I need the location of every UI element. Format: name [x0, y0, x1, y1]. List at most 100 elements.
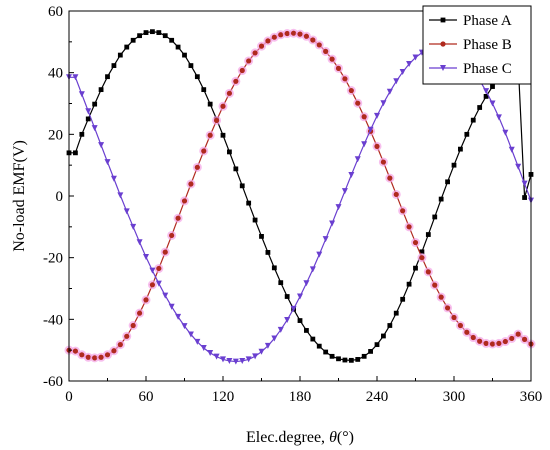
- data-point: [489, 341, 496, 347]
- data-point: [432, 282, 438, 288]
- data-point: [162, 33, 168, 39]
- y-tick-label: 60: [48, 4, 63, 20]
- data-point: [149, 282, 156, 288]
- x-tick-label: 180: [289, 389, 312, 405]
- data-point: [393, 191, 399, 198]
- y-axis-title: No-load EMF(V): [11, 140, 28, 252]
- data-point: [233, 78, 239, 84]
- data-point: [98, 354, 104, 360]
- data-point: [124, 333, 130, 339]
- data-point: [181, 323, 188, 330]
- data-point: [265, 38, 271, 44]
- data-point: [252, 50, 258, 56]
- data-point: [149, 267, 156, 274]
- data-point: [354, 156, 361, 163]
- plot-area: [64, 28, 536, 365]
- data-point: [297, 31, 303, 37]
- data-point: [348, 357, 354, 363]
- data-point: [188, 63, 194, 68]
- data-point: [387, 175, 393, 181]
- data-point: [470, 117, 476, 123]
- data-point: [169, 37, 175, 43]
- data-point: [92, 355, 98, 361]
- data-point: [425, 269, 431, 275]
- data-point: [111, 63, 117, 68]
- data-point: [290, 305, 297, 312]
- data-point: [310, 336, 316, 342]
- data-point: [271, 335, 278, 342]
- data-point: [136, 239, 143, 246]
- data-point: [445, 179, 450, 185]
- data-point: [117, 52, 123, 58]
- data-point: [457, 322, 464, 329]
- data-point: [322, 236, 329, 243]
- data-point: [277, 326, 284, 333]
- data-point: [246, 58, 252, 64]
- data-point: [239, 183, 245, 189]
- data-point: [490, 84, 495, 89]
- data-point: [284, 30, 290, 37]
- data-point: [303, 280, 310, 287]
- data-point: [104, 159, 111, 166]
- data-point: [162, 249, 168, 255]
- data-point: [182, 52, 187, 58]
- data-point: [130, 37, 136, 43]
- data-point: [489, 100, 496, 107]
- data-point: [406, 61, 413, 68]
- data-point: [245, 356, 252, 363]
- data-point: [162, 292, 169, 299]
- data-point: [200, 345, 207, 352]
- data-point: [181, 198, 188, 204]
- data-point: [361, 353, 367, 359]
- y-tick-label: -40: [43, 312, 63, 328]
- data-point: [458, 146, 463, 152]
- data-point: [297, 293, 303, 300]
- data-point: [239, 357, 246, 364]
- data-point: [207, 349, 214, 356]
- legend-marker: [440, 41, 446, 47]
- legend-label: Phase B: [463, 37, 512, 53]
- data-point: [252, 217, 258, 223]
- y-tick-label: -20: [43, 251, 63, 267]
- data-point: [271, 34, 277, 40]
- data-point: [451, 314, 457, 321]
- data-point: [111, 348, 117, 354]
- data-point: [412, 239, 419, 246]
- data-point: [259, 233, 264, 239]
- data-point: [104, 352, 111, 358]
- data-point: [226, 357, 233, 364]
- data-point: [143, 30, 149, 35]
- data-point: [348, 87, 354, 94]
- data-point: [213, 117, 220, 124]
- data-point: [335, 65, 342, 71]
- x-tick-label: 240: [366, 389, 389, 405]
- data-point: [419, 255, 425, 261]
- data-point: [232, 358, 239, 365]
- data-point: [361, 114, 367, 120]
- legend-entry-1: Phase A: [429, 13, 512, 29]
- data-point: [464, 329, 470, 335]
- data-point: [207, 132, 213, 138]
- data-point: [194, 338, 201, 345]
- data-point: [265, 250, 271, 255]
- data-point: [92, 101, 98, 107]
- series-2: [64, 28, 536, 363]
- data-point: [123, 208, 130, 215]
- data-point: [258, 43, 265, 49]
- data-point: [341, 188, 348, 195]
- data-point: [464, 131, 470, 137]
- x-tick-label: 60: [139, 389, 154, 405]
- data-point: [220, 103, 226, 109]
- data-point: [348, 172, 355, 179]
- data-point: [342, 76, 348, 82]
- data-point: [220, 356, 226, 363]
- data-point: [521, 336, 528, 342]
- data-point: [329, 220, 336, 227]
- data-point: [278, 280, 284, 286]
- legend: Phase A Phase B Phase C: [422, 5, 532, 85]
- data-point: [150, 29, 155, 35]
- data-point: [509, 335, 515, 342]
- data-point: [495, 114, 502, 121]
- data-point: [399, 69, 406, 76]
- data-point: [233, 166, 239, 172]
